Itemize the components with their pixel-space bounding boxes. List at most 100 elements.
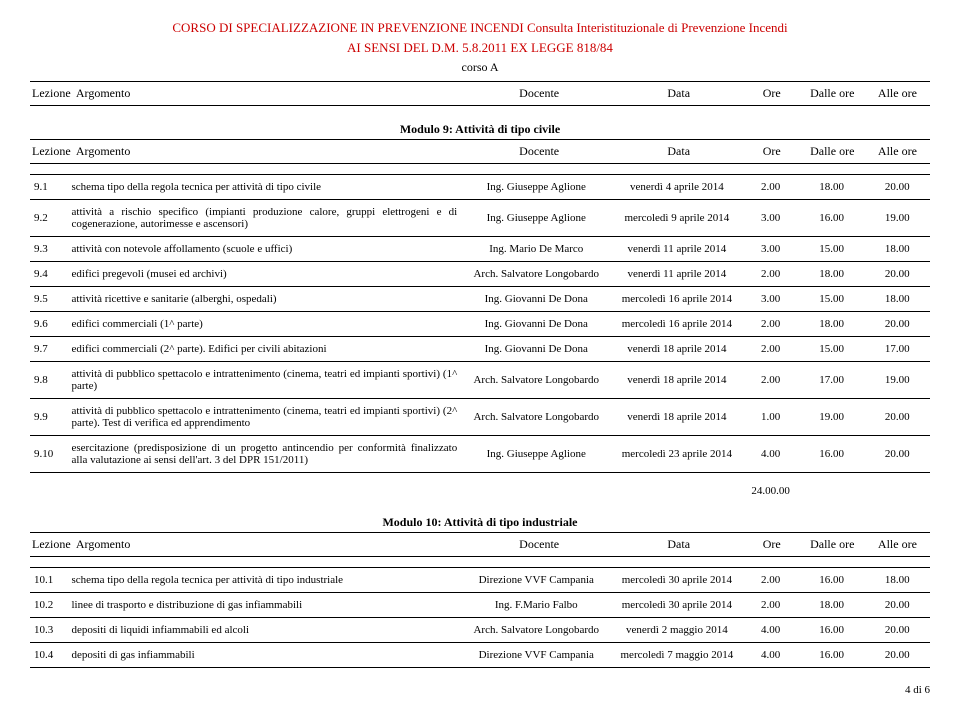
cell: 18.00 [864,287,930,312]
cell: Ing. Giovanni De Dona [461,312,611,337]
cell: 17.00 [864,337,930,362]
module10-title: Modulo 10: Attività di tipo industriale [30,509,930,532]
cell: Ing. Giovanni De Dona [461,337,611,362]
cell: 20.00 [864,643,930,668]
course-label: corso A [30,60,930,75]
col-alle: Alle ore [865,533,930,557]
cell: Ing. Giuseppe Aglione [461,200,611,237]
cell: attività a rischio specifico (impianti p… [68,200,462,237]
cell: 2.00 [743,337,799,362]
cell: 4.00 [743,643,799,668]
cell: 16.00 [799,618,865,643]
cell: mercoledì 30 aprile 2014 [611,593,742,618]
cell: 20.00 [864,175,930,200]
table-row: 9.4edifici pregevoli (musei ed archivi)A… [30,262,930,287]
cell: 9.7 [30,337,68,362]
module9-total: 24.00.00 [30,483,930,499]
top-columns-table: Lezione Argomento Docente Data Ore Dalle… [30,81,930,106]
cell: 16.00 [799,643,865,668]
cell: 2.00 [743,175,799,200]
page-footer: 4 di 6 [30,684,930,696]
cell: edifici pregevoli (musei ed archivi) [68,262,462,287]
table-row: 9.6edifici commerciali (1^ parte)Ing. Gi… [30,312,930,337]
col-argomento: Argomento [74,533,465,557]
cell: Arch. Salvatore Longobardo [461,399,611,436]
table-row: 9.3attività con notevole affollamento (s… [30,237,930,262]
col-docente: Docente [465,533,614,557]
col-argomento: Argomento [74,82,465,106]
cell: edifici commerciali (1^ parte) [68,312,462,337]
cell: 9.1 [30,175,68,200]
cell: 18.00 [799,593,865,618]
col-dalle: Dalle ore [800,82,865,106]
cell: 4.00 [743,436,799,473]
cell: 20.00 [864,593,930,618]
cell: edifici commerciali (2^ parte). Edifici … [68,337,462,362]
cell: attività di pubblico spettacolo e intrat… [68,362,462,399]
cell: 3.00 [743,287,799,312]
cell: 17.00 [799,362,865,399]
cell: 20.00 [864,436,930,473]
cell: 15.00 [799,337,865,362]
cell: Ing. Mario De Marco [461,237,611,262]
cell: 19.00 [864,200,930,237]
col-argomento: Argomento [74,140,465,164]
cell: 9.2 [30,200,68,237]
col-ore: Ore [744,82,800,106]
cell: Arch. Salvatore Longobardo [461,362,611,399]
col-ore: Ore [744,140,800,164]
cell: 2.00 [743,362,799,399]
cell: 1.00 [743,399,799,436]
cell: schema tipo della regola tecnica per att… [68,175,462,200]
cell: mercoledì 30 aprile 2014 [611,568,742,593]
cell: Ing. F.Mario Falbo [461,593,611,618]
cell: linee di trasporto e distribuzione di ga… [68,593,462,618]
col-dalle: Dalle ore [800,140,865,164]
cell: venerdì 11 aprile 2014 [611,237,742,262]
cell: 2.00 [743,312,799,337]
cell: venerdì 18 aprile 2014 [611,337,742,362]
table-row: 9.5attività ricettive e sanitarie (alber… [30,287,930,312]
cell: 18.00 [799,312,865,337]
cell: 9.4 [30,262,68,287]
cell: 9.10 [30,436,68,473]
cell: depositi di liquidi infiammabili ed alco… [68,618,462,643]
cell: Arch. Salvatore Longobardo [461,262,611,287]
table-row: 9.1schema tipo della regola tecnica per … [30,175,930,200]
col-lezione: Lezione [30,533,74,557]
module9-header-table: Lezione Argomento Docente Data Ore Dalle… [30,139,930,164]
col-data: Data [614,533,744,557]
cell: Direzione VVF Campania [461,568,611,593]
page-header-line2: AI SENSI DEL D.M. 5.8.2011 EX LEGGE 818/… [30,40,930,56]
cell: 16.00 [799,436,865,473]
cell: 19.00 [864,362,930,399]
cell: 3.00 [743,200,799,237]
cell: 18.00 [799,175,865,200]
col-docente: Docente [465,140,614,164]
col-lezione: Lezione [30,140,74,164]
cell: 2.00 [743,593,799,618]
col-data: Data [614,82,744,106]
cell: mercoledì 9 aprile 2014 [611,200,742,237]
cell: 2.00 [743,568,799,593]
cell: 20.00 [864,399,930,436]
cell: schema tipo della regola tecnica per att… [68,568,462,593]
table-row: 9.7edifici commerciali (2^ parte). Edifi… [30,337,930,362]
cell: mercoledì 7 maggio 2014 [611,643,742,668]
table-row: 9.10esercitazione (predisposizione di un… [30,436,930,473]
cell: 3.00 [743,237,799,262]
module10-header-table: Lezione Argomento Docente Data Ore Dalle… [30,532,930,557]
cell: 16.00 [799,200,865,237]
cell: 9.9 [30,399,68,436]
cell: Arch. Salvatore Longobardo [461,618,611,643]
col-data: Data [614,140,744,164]
cell: 18.00 [864,237,930,262]
module9-total-value: 24.00.00 [743,483,799,499]
module9-title: Modulo 9: Attività di tipo civile [30,116,930,139]
cell: 16.00 [799,568,865,593]
cell: Direzione VVF Campania [461,643,611,668]
col-alle: Alle ore [865,82,930,106]
cell: 2.00 [743,262,799,287]
cell: 15.00 [799,237,865,262]
cell: 20.00 [864,312,930,337]
